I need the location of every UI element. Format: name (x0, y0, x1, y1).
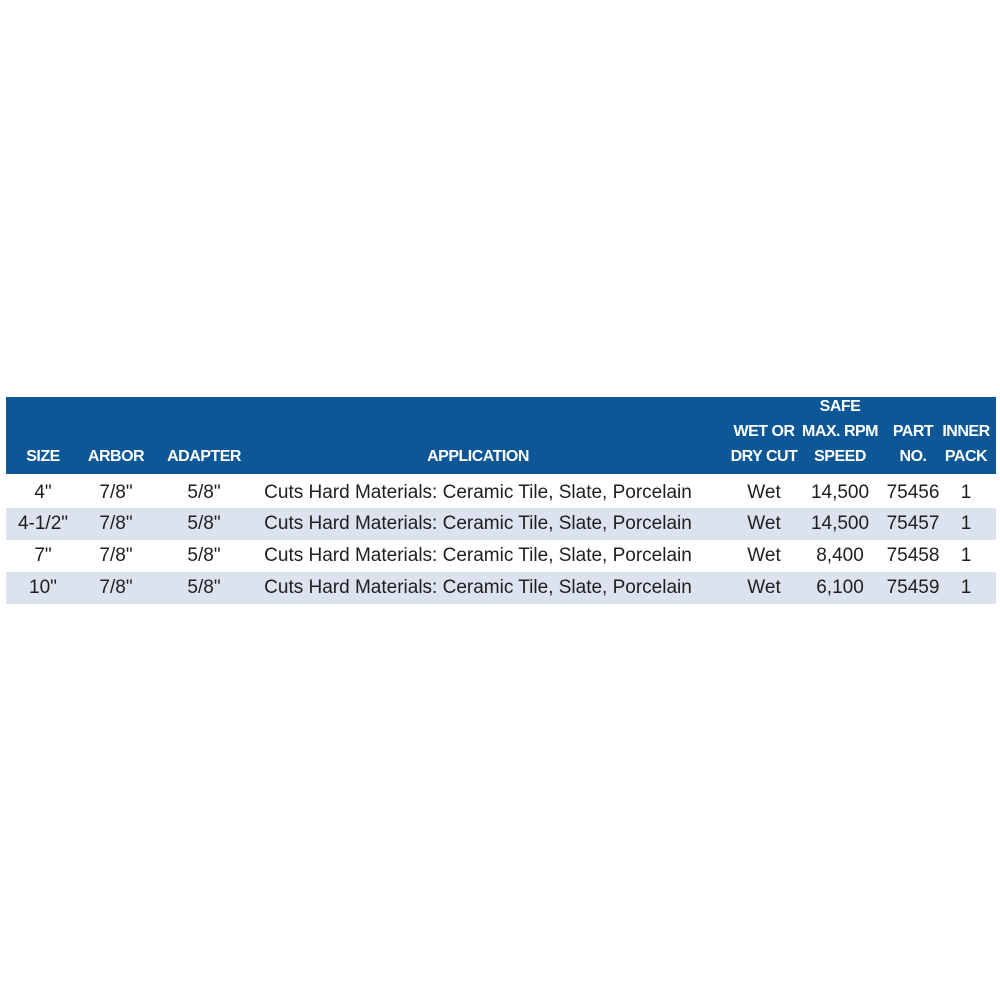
header-text: DRY CUT (730, 448, 798, 465)
header-text: MAX. RPM (802, 423, 879, 440)
cell-size: 10" (29, 577, 57, 598)
cell-inner-pack: 1 (960, 577, 972, 598)
spec-table: SIZE ARBOR ADAPTER APPLICATION WET OR DRY… (6, 397, 996, 604)
table-row: 10" 7/8" 5/8" Cuts Hard Materials: Ceramic … (6, 572, 996, 604)
cell-arbor: 7/8" (99, 513, 133, 534)
header-text: SAFE (819, 398, 861, 415)
header-text: SIZE (26, 448, 60, 465)
cell-arbor: 7/8" (99, 482, 133, 503)
header-text: ARBOR (87, 448, 145, 465)
header-rpm: SAFE MAX. RPM SPEED (796, 394, 884, 469)
cell-wet-or-dry: Wet (747, 577, 781, 598)
cell-part-no: 75456 (886, 482, 940, 503)
header-text: PACK (944, 448, 988, 465)
cell-rpm: 6,100 (816, 577, 864, 598)
table-header: SIZE ARBOR ADAPTER APPLICATION WET OR DRY… (6, 397, 996, 474)
header-arbor: ARBOR (80, 444, 152, 469)
cell-arbor: 7/8" (99, 545, 133, 566)
header-text: SPEED (814, 448, 866, 465)
cell-rpm: 8,400 (816, 545, 864, 566)
header-text: PART (892, 423, 934, 440)
cell-inner-pack: 1 (960, 482, 972, 503)
cell-application: Cuts Hard Materials: Ceramic Tile, Slate… (264, 482, 692, 503)
cell-rpm: 14,500 (810, 482, 870, 503)
header-text: APPLICATION (427, 448, 529, 465)
cell-application: Cuts Hard Materials: Ceramic Tile, Slate… (264, 545, 692, 566)
cell-part-no: 75457 (886, 513, 940, 534)
cell-adapter: 5/8" (187, 482, 221, 503)
header-size: SIZE (6, 444, 80, 469)
header-text: NO. (899, 448, 927, 465)
table-row: 7" 7/8" 5/8" Cuts Hard Materials: Ceramic T… (6, 540, 996, 572)
cell-size: 4" (34, 482, 52, 503)
cell-inner-pack: 1 (960, 545, 972, 566)
header-adapter: ADAPTER (152, 444, 256, 469)
header-inner-pack: INNER PACK (942, 419, 990, 469)
cell-adapter: 5/8" (187, 545, 221, 566)
cell-part-no: 75459 (886, 577, 940, 598)
header-text: WET OR (733, 423, 796, 440)
cell-adapter: 5/8" (187, 577, 221, 598)
cell-wet-or-dry: Wet (747, 545, 781, 566)
header-text: ADAPTER (167, 448, 241, 465)
cell-arbor: 7/8" (99, 577, 133, 598)
table-row: 4" 7/8" 5/8" Cuts Hard Materials: Ceramic T… (6, 477, 996, 508)
header-text: INNER (942, 423, 990, 440)
table-body: 4" 7/8" 5/8" Cuts Hard Materials: Ceramic T… (6, 477, 996, 604)
cell-inner-pack: 1 (960, 513, 972, 534)
cell-rpm: 14,500 (810, 513, 870, 534)
header-wet-or-dry: WET OR DRY CUT (718, 419, 810, 469)
cell-part-no: 75458 (886, 545, 940, 566)
cell-application: Cuts Hard Materials: Ceramic Tile, Slate… (264, 577, 692, 598)
cell-wet-or-dry: Wet (747, 482, 781, 503)
header-part-no: PART NO. (882, 419, 944, 469)
cell-adapter: 5/8" (187, 513, 221, 534)
cell-application: Cuts Hard Materials: Ceramic Tile, Slate… (264, 513, 692, 534)
cell-size: 7" (34, 545, 52, 566)
cell-wet-or-dry: Wet (747, 513, 781, 534)
header-application: APPLICATION (256, 444, 700, 469)
cell-size: 4-1/2" (17, 513, 69, 534)
table-row: 4-1/2" 7/8" 5/8" Cuts Hard Materials: Ceram… (6, 508, 996, 540)
